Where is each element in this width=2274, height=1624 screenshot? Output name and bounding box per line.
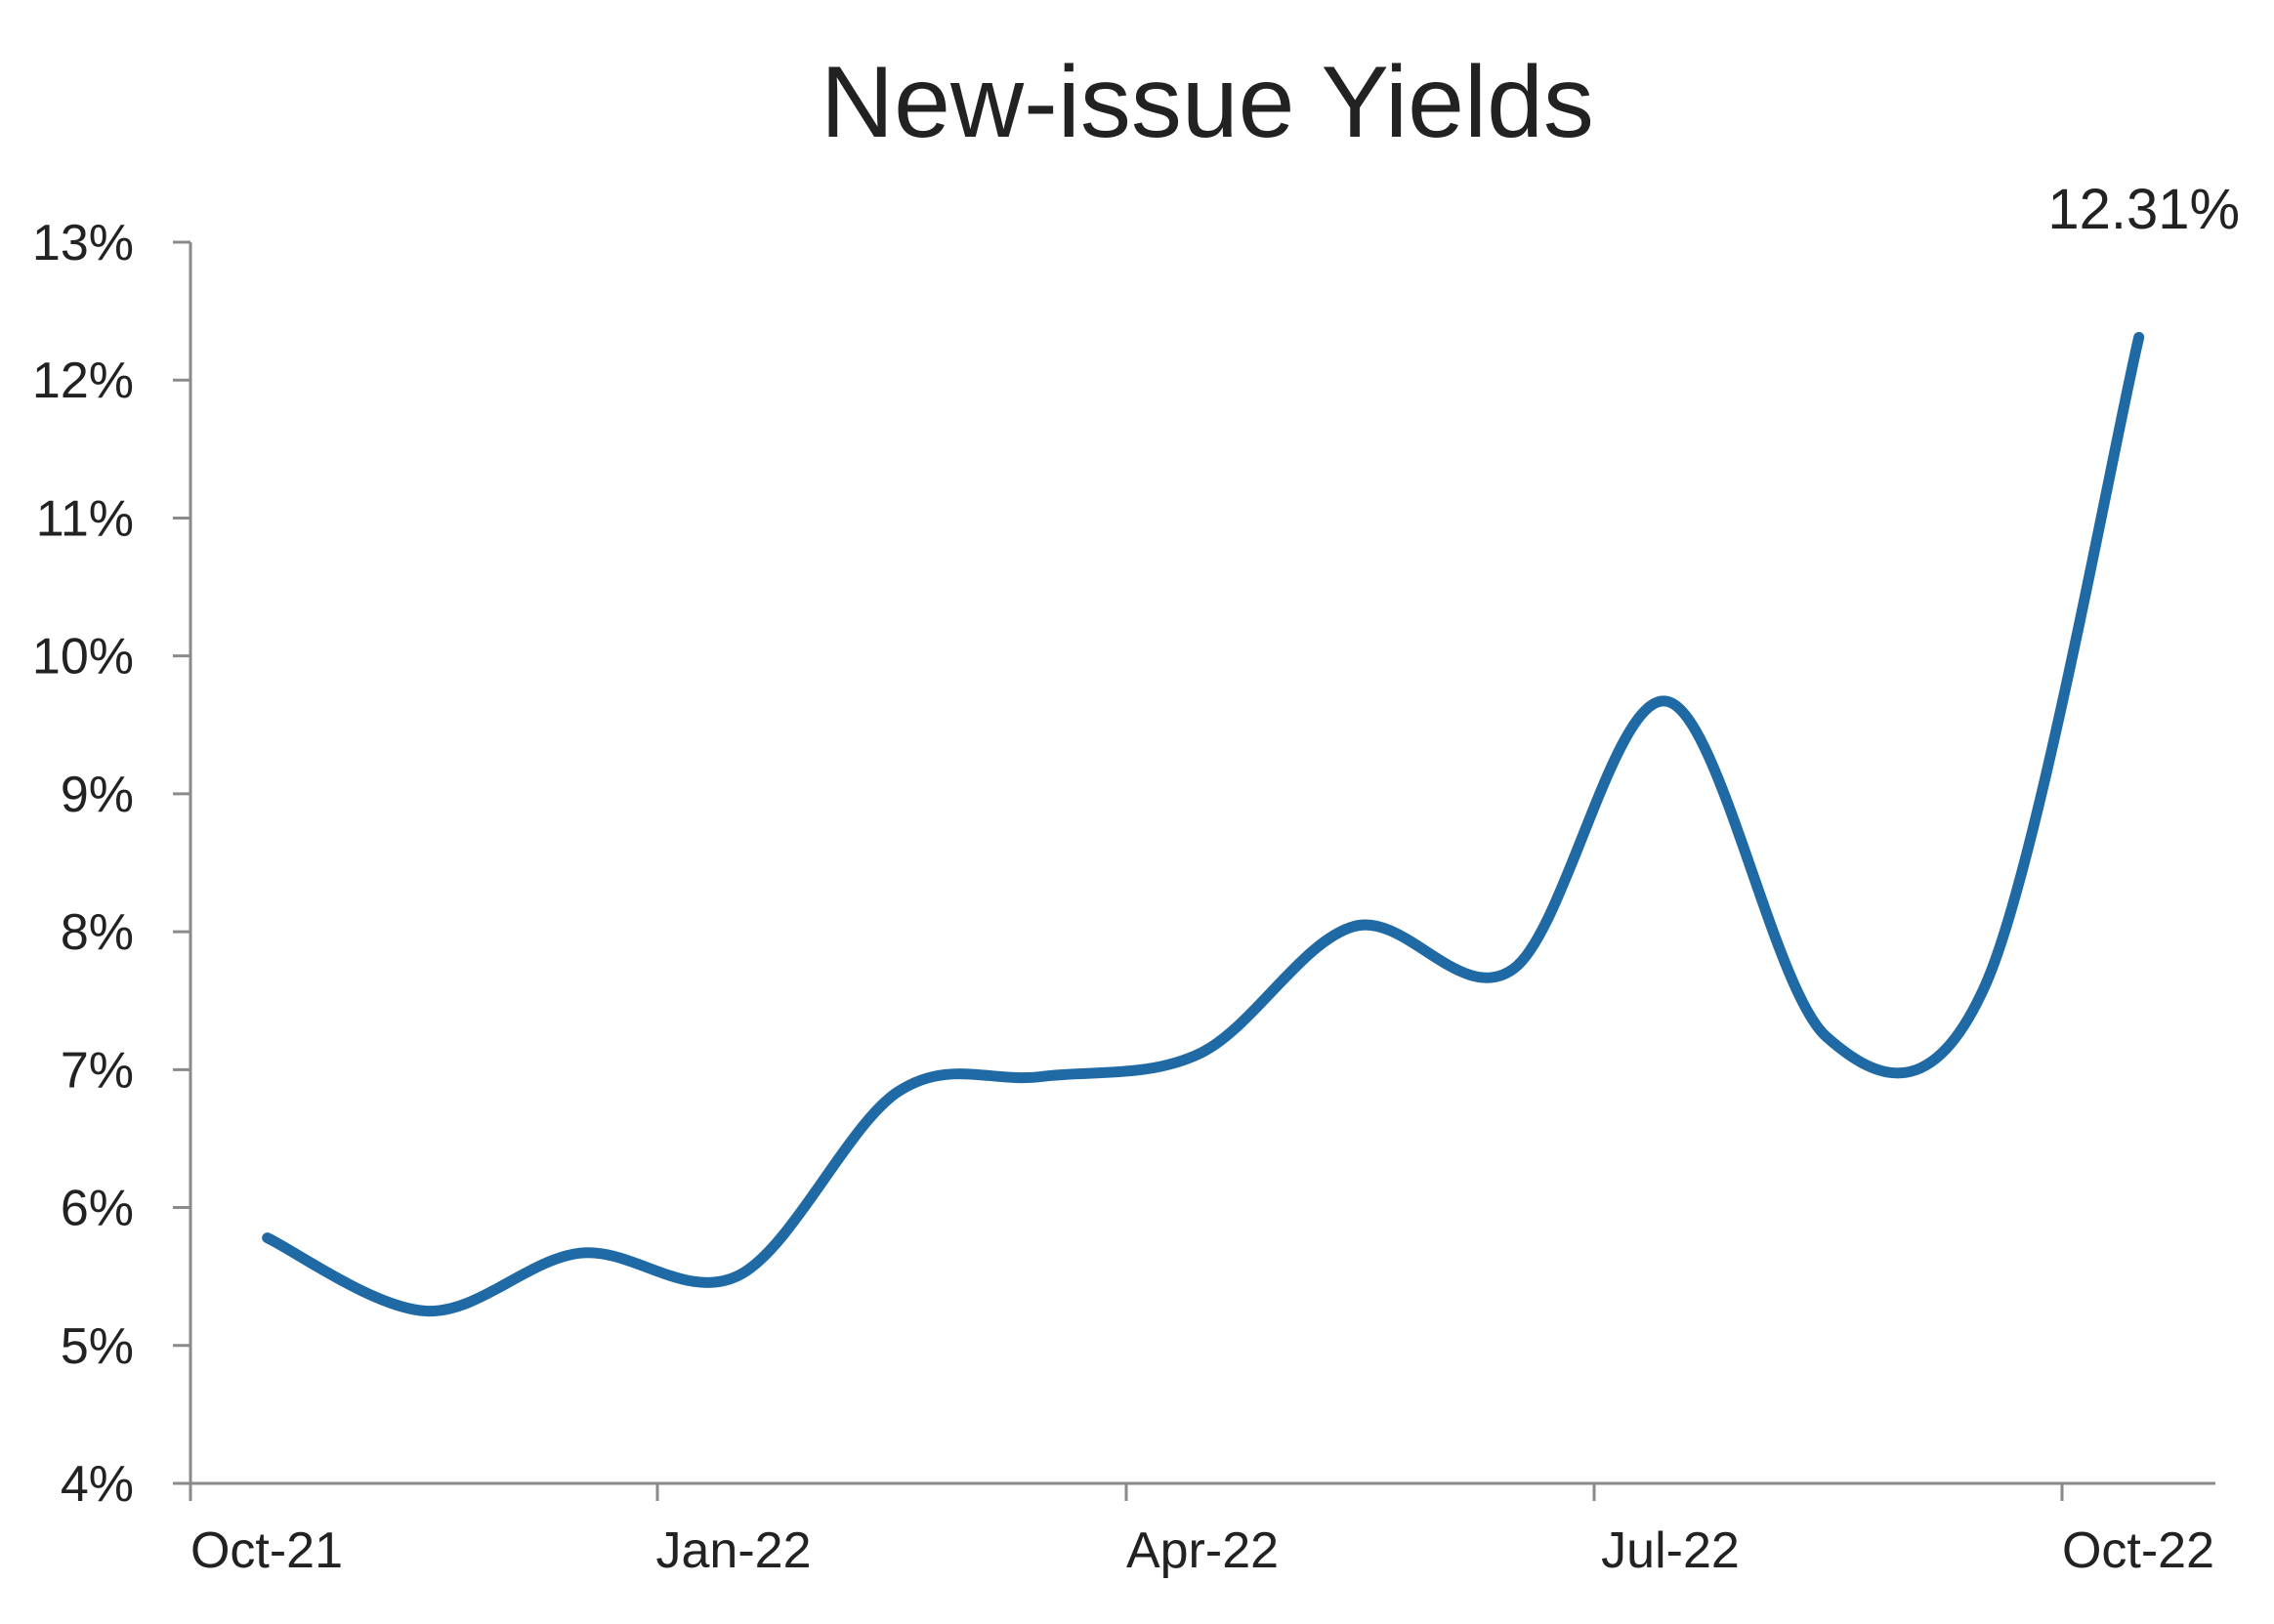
y-tick-label: 6% <box>61 1181 134 1237</box>
x-tick-label: Apr-22 <box>1126 1522 1279 1579</box>
x-tick-label: Jan-22 <box>656 1522 812 1579</box>
y-axis: 4% 5% 6% 7% 8% 9% 10% 11% 12% 13% <box>32 215 192 1513</box>
y-tick-label: 11% <box>36 490 134 547</box>
y-tick-label: 7% <box>61 1042 134 1099</box>
y-tick-label: 8% <box>61 904 134 961</box>
x-tick-label: Oct-22 <box>2062 1522 2214 1579</box>
annotation-layer: 12.31% <box>2047 178 2240 241</box>
y-tick-label: 13% <box>32 215 134 271</box>
chart-title: New-issue Yields <box>821 46 1594 159</box>
y-tick-label: 12% <box>32 353 134 409</box>
y-tick-label: 9% <box>61 767 134 823</box>
series-line <box>262 331 2145 1317</box>
x-tick-label: Oct-21 <box>190 1522 343 1579</box>
y-tick-label: 10% <box>32 629 134 686</box>
y-tick-label: 4% <box>61 1456 134 1513</box>
data-label-last-value: 12.31% <box>2047 178 2240 241</box>
x-tick-label: Jul-22 <box>1601 1522 1740 1579</box>
series-layer <box>262 331 2145 1317</box>
x-axis: Oct-21 Jan-22 Apr-22 Jul-22 Oct-22 <box>189 1481 2215 1579</box>
y-tick-label: 5% <box>61 1318 134 1375</box>
